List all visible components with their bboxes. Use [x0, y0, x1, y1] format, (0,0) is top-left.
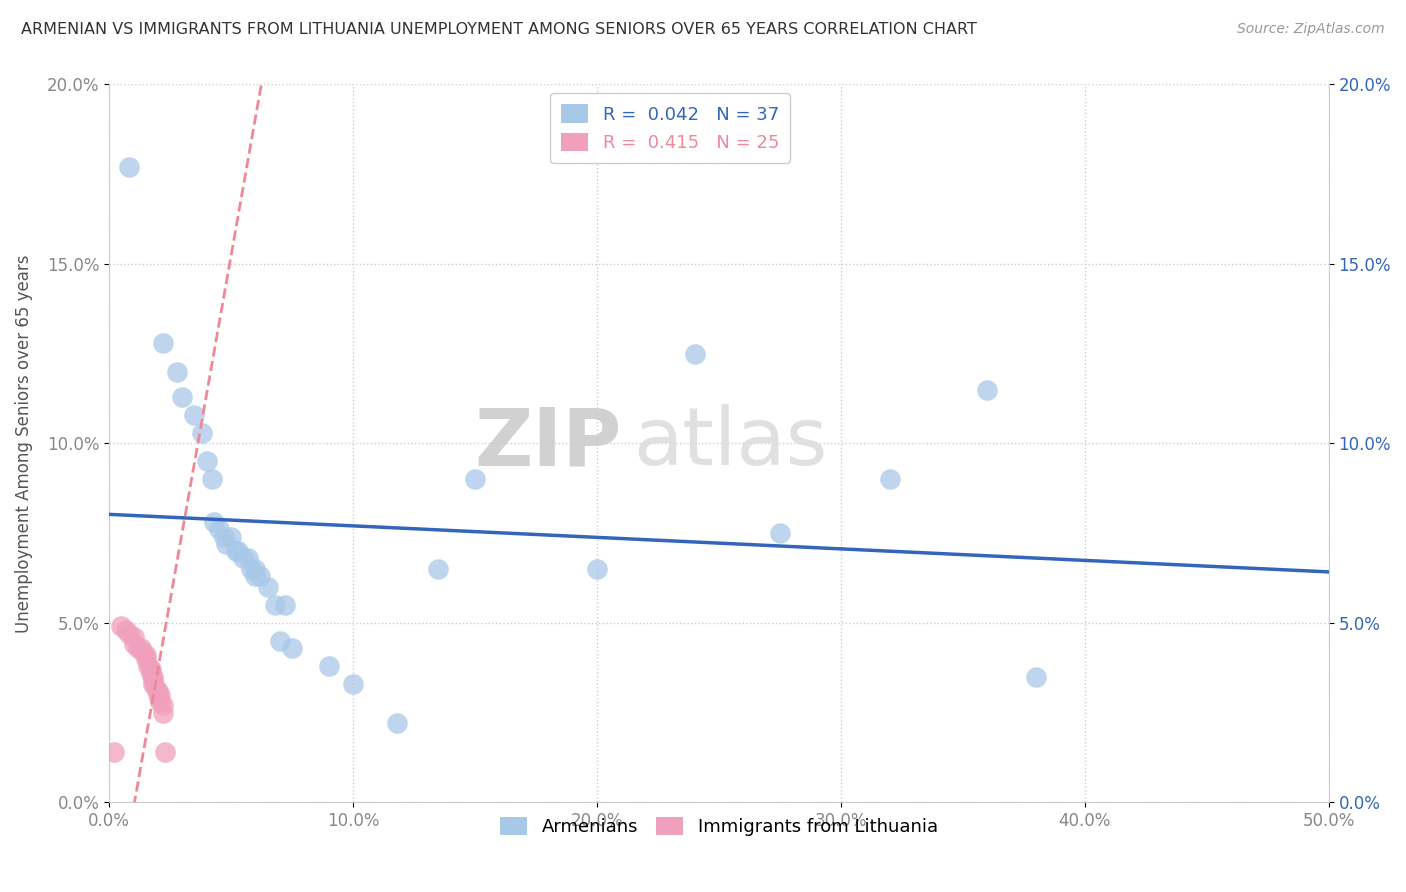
Point — [103, 745, 125, 759]
Point — [122, 630, 145, 644]
Point — [122, 637, 145, 651]
Point — [183, 408, 205, 422]
Point — [135, 651, 157, 665]
Point — [464, 472, 486, 486]
Point — [249, 569, 271, 583]
Point — [191, 425, 214, 440]
Point — [146, 684, 169, 698]
Legend: Armenians, Immigrants from Lithuania: Armenians, Immigrants from Lithuania — [494, 810, 945, 844]
Point — [200, 472, 222, 486]
Y-axis label: Unemployment Among Seniors over 65 years: Unemployment Among Seniors over 65 years — [15, 254, 32, 632]
Point — [976, 383, 998, 397]
Point — [149, 695, 172, 709]
Point — [142, 677, 165, 691]
Text: ZIP: ZIP — [474, 404, 621, 483]
Point — [232, 551, 254, 566]
Point — [264, 598, 287, 612]
Point — [136, 659, 159, 673]
Point — [342, 677, 364, 691]
Point — [879, 472, 901, 486]
Point — [135, 648, 157, 662]
Point — [115, 623, 138, 637]
Text: ARMENIAN VS IMMIGRANTS FROM LITHUANIA UNEMPLOYMENT AMONG SENIORS OVER 65 YEARS C: ARMENIAN VS IMMIGRANTS FROM LITHUANIA UN… — [21, 22, 977, 37]
Point — [208, 523, 231, 537]
Point — [202, 516, 225, 530]
Point — [152, 698, 174, 713]
Point — [239, 562, 262, 576]
Point — [117, 160, 139, 174]
Point — [110, 619, 132, 633]
Point — [228, 544, 250, 558]
Point — [236, 551, 259, 566]
Point — [146, 688, 169, 702]
Point — [769, 526, 792, 541]
Point — [142, 673, 165, 688]
Point — [145, 681, 167, 695]
Point — [139, 663, 162, 677]
Point — [132, 644, 155, 658]
Point — [683, 346, 706, 360]
Point — [274, 598, 297, 612]
Point — [142, 670, 165, 684]
Point — [318, 659, 340, 673]
Point — [212, 530, 235, 544]
Point — [269, 633, 291, 648]
Point — [172, 390, 194, 404]
Point — [129, 640, 152, 655]
Point — [139, 666, 162, 681]
Point — [117, 626, 139, 640]
Point — [152, 335, 174, 350]
Point — [155, 745, 177, 759]
Point — [256, 580, 278, 594]
Point — [1025, 670, 1047, 684]
Point — [586, 562, 609, 576]
Point — [281, 640, 304, 655]
Point — [152, 706, 174, 720]
Point — [385, 716, 408, 731]
Point — [215, 537, 238, 551]
Point — [127, 640, 149, 655]
Text: atlas: atlas — [634, 404, 828, 483]
Point — [245, 569, 267, 583]
Point — [225, 544, 247, 558]
Text: Source: ZipAtlas.com: Source: ZipAtlas.com — [1237, 22, 1385, 37]
Point — [195, 454, 218, 468]
Point — [149, 688, 172, 702]
Point — [427, 562, 450, 576]
Point — [219, 530, 242, 544]
Point — [166, 365, 188, 379]
Point — [245, 562, 267, 576]
